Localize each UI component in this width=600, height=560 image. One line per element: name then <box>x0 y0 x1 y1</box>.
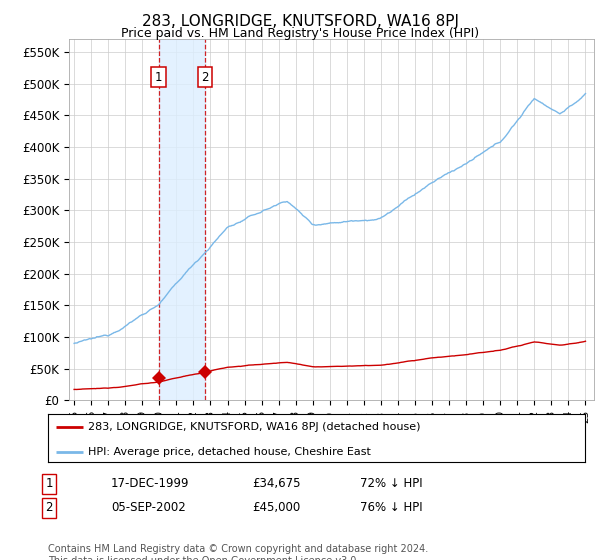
Text: 72% ↓ HPI: 72% ↓ HPI <box>360 477 422 491</box>
Text: Contains HM Land Registry data © Crown copyright and database right 2024.
This d: Contains HM Land Registry data © Crown c… <box>48 544 428 560</box>
Text: 2: 2 <box>201 71 209 84</box>
Text: 1: 1 <box>46 477 53 491</box>
Text: 1: 1 <box>155 71 163 84</box>
Text: 05-SEP-2002: 05-SEP-2002 <box>111 501 186 515</box>
Text: Price paid vs. HM Land Registry's House Price Index (HPI): Price paid vs. HM Land Registry's House … <box>121 27 479 40</box>
Text: 2: 2 <box>46 501 53 515</box>
Text: 283, LONGRIDGE, KNUTSFORD, WA16 8PJ: 283, LONGRIDGE, KNUTSFORD, WA16 8PJ <box>142 14 458 29</box>
Text: HPI: Average price, detached house, Cheshire East: HPI: Average price, detached house, Ches… <box>88 446 371 456</box>
Text: £45,000: £45,000 <box>252 501 300 515</box>
Text: 283, LONGRIDGE, KNUTSFORD, WA16 8PJ (detached house): 283, LONGRIDGE, KNUTSFORD, WA16 8PJ (det… <box>88 422 421 432</box>
Text: 76% ↓ HPI: 76% ↓ HPI <box>360 501 422 515</box>
Text: 17-DEC-1999: 17-DEC-1999 <box>111 477 190 491</box>
Text: £34,675: £34,675 <box>252 477 301 491</box>
Bar <box>158 39 205 400</box>
